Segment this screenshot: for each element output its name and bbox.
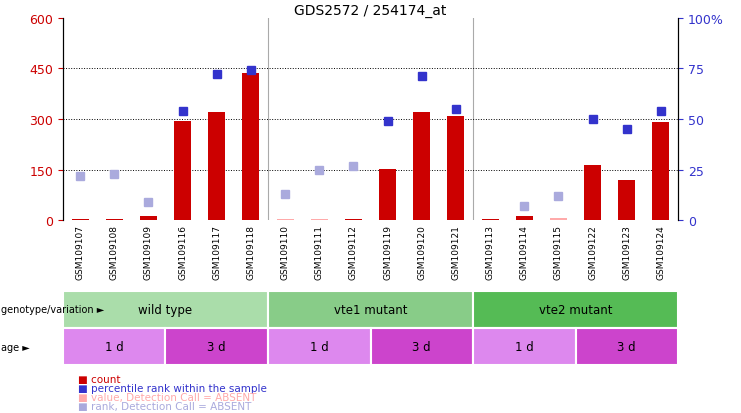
Bar [106,220,123,221]
Text: 1 d: 1 d [310,340,328,354]
Text: GSM109124: GSM109124 [657,225,665,279]
Bar [618,180,635,221]
Text: ■ count: ■ count [78,374,120,384]
Bar [370,328,473,366]
Bar [140,217,157,221]
Text: ■ rank, Detection Call = ABSENT: ■ rank, Detection Call = ABSENT [78,401,251,411]
Bar [268,328,370,366]
Text: GSM109110: GSM109110 [281,225,290,279]
Text: ■ value, Detection Call = ABSENT: ■ value, Detection Call = ABSENT [78,392,256,402]
Bar [345,219,362,221]
Bar [652,123,669,221]
Bar [379,170,396,221]
Bar [473,291,678,328]
Text: GSM109123: GSM109123 [622,225,631,279]
Bar [482,219,499,221]
Text: wild type: wild type [139,303,193,316]
Text: 3 d: 3 d [413,340,431,354]
Bar [174,121,191,221]
Title: GDS2572 / 254174_at: GDS2572 / 254174_at [294,4,447,18]
Text: genotype/variation ►: genotype/variation ► [1,305,104,315]
Text: GSM109114: GSM109114 [519,225,529,279]
Bar [584,165,601,221]
Bar [276,219,293,221]
Bar [208,113,225,221]
Bar [550,218,567,221]
Bar [63,328,165,366]
Bar [165,328,268,366]
Bar [448,117,465,221]
Bar [413,113,431,221]
Text: GSM109108: GSM109108 [110,225,119,279]
Bar [310,219,328,221]
Text: GSM109112: GSM109112 [349,225,358,279]
Text: 3 d: 3 d [207,340,226,354]
Text: 1 d: 1 d [515,340,534,354]
Text: GSM109115: GSM109115 [554,225,563,279]
Bar [516,217,533,221]
Text: GSM109122: GSM109122 [588,225,597,279]
Text: GSM109119: GSM109119 [383,225,392,279]
Text: GSM109111: GSM109111 [315,225,324,279]
Text: GSM109118: GSM109118 [247,225,256,279]
Bar [268,291,473,328]
Text: GSM109109: GSM109109 [144,225,153,279]
Text: GSM109107: GSM109107 [76,225,84,279]
Text: GSM109117: GSM109117 [212,225,222,279]
Text: vte1 mutant: vte1 mutant [333,303,408,316]
Bar [63,291,268,328]
Bar [242,74,259,221]
Bar [473,328,576,366]
Text: ■ percentile rank within the sample: ■ percentile rank within the sample [78,383,267,393]
Text: vte2 mutant: vte2 mutant [539,303,612,316]
Text: 3 d: 3 d [617,340,636,354]
Bar [576,328,678,366]
Text: GSM109113: GSM109113 [485,225,494,279]
Text: GSM109116: GSM109116 [178,225,187,279]
Text: GSM109121: GSM109121 [451,225,460,279]
Bar [72,220,89,221]
Text: age ►: age ► [1,342,30,352]
Text: 1 d: 1 d [105,340,124,354]
Text: GSM109120: GSM109120 [417,225,426,279]
